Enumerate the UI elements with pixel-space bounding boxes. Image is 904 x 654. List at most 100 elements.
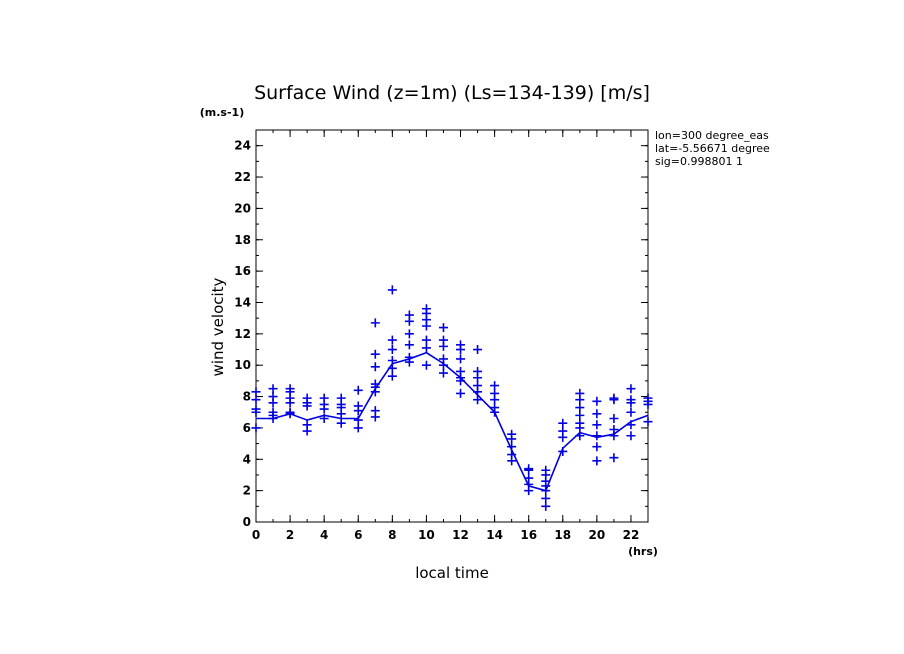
data-point <box>353 385 363 395</box>
x-tick-label: 6 <box>354 528 362 542</box>
data-point <box>268 407 278 417</box>
data-point <box>353 401 363 411</box>
y-tick-label: 0 <box>243 515 251 529</box>
data-point <box>507 442 517 452</box>
x-tick-label: 8 <box>388 528 396 542</box>
data-point <box>524 473 534 483</box>
data-point <box>302 393 312 403</box>
info-sig: sig=0.998801 1 <box>655 155 743 168</box>
data-point <box>456 366 466 376</box>
data-point <box>387 363 397 373</box>
data-point <box>541 493 551 503</box>
data-point <box>336 418 346 428</box>
data-point <box>575 431 585 441</box>
y-unit-label: (m.s-1) <box>200 106 244 119</box>
data-point <box>404 329 414 339</box>
data-point <box>456 340 466 350</box>
data-point <box>285 407 295 417</box>
chart-title: Surface Wind (z=1m) (Ls=134-139) [m/s] <box>254 82 650 104</box>
y-tick-label: 22 <box>234 170 251 184</box>
data-point <box>592 420 602 430</box>
data-point <box>575 410 585 420</box>
data-point <box>268 392 278 402</box>
data-point <box>456 388 466 398</box>
y-tick-label: 4 <box>243 452 251 466</box>
data-point <box>609 393 619 403</box>
y-tick-label: 12 <box>234 327 251 341</box>
data-point <box>268 384 278 394</box>
x-tick-label: 22 <box>623 528 640 542</box>
y-tick-label: 18 <box>234 233 251 247</box>
y-tick-label: 14 <box>234 295 251 309</box>
x-unit-label: (hrs) <box>628 545 658 558</box>
x-tick-label: 2 <box>286 528 294 542</box>
y-tick-label: 24 <box>234 139 251 153</box>
data-point <box>592 431 602 441</box>
y-tick-label: 20 <box>234 201 251 215</box>
data-point <box>626 384 636 394</box>
data-point <box>473 366 483 376</box>
data-point <box>438 368 448 378</box>
data-point <box>592 409 602 419</box>
data-point <box>421 304 431 314</box>
data-point <box>319 414 329 424</box>
data-point <box>387 285 397 295</box>
data-point <box>251 423 261 433</box>
data-point <box>541 465 551 475</box>
data-point <box>592 442 602 452</box>
data-point <box>404 310 414 320</box>
data-point <box>370 349 380 359</box>
data-point <box>353 415 363 425</box>
data-point <box>251 387 261 397</box>
x-tick-label: 14 <box>486 528 503 542</box>
data-point <box>609 453 619 463</box>
data-point <box>285 384 295 394</box>
info-lat: lat=-5.56671 degree <box>655 142 770 155</box>
x-tick-label: 4 <box>320 528 328 542</box>
data-point <box>438 354 448 364</box>
data-point <box>473 395 483 405</box>
data-point <box>421 335 431 345</box>
data-point <box>592 396 602 406</box>
data-point <box>456 354 466 364</box>
y-axis-label: wind velocity <box>209 277 227 376</box>
data-point <box>524 464 534 474</box>
data-point <box>387 355 397 365</box>
data-point <box>370 362 380 372</box>
data-point <box>319 393 329 403</box>
data-point <box>473 345 483 355</box>
data-point <box>490 403 500 413</box>
data-point <box>575 388 585 398</box>
data-point <box>575 418 585 428</box>
x-tick-label: 10 <box>418 528 435 542</box>
data-point <box>592 456 602 466</box>
data-point <box>575 403 585 413</box>
data-point <box>438 335 448 345</box>
data-point <box>643 393 653 403</box>
data-point <box>387 335 397 345</box>
data-point <box>609 414 619 424</box>
data-point <box>541 501 551 511</box>
data-point <box>302 420 312 430</box>
mean-wind-line <box>256 351 649 492</box>
info-clip-mask <box>779 128 839 173</box>
data-point <box>421 343 431 353</box>
data-point <box>558 418 568 428</box>
data-point <box>507 429 517 439</box>
x-tick-label: 0 <box>252 528 260 542</box>
data-point <box>626 395 636 405</box>
data-point <box>404 340 414 350</box>
data-point <box>507 450 517 460</box>
x-tick-label: 18 <box>554 528 571 542</box>
data-point <box>404 352 414 362</box>
y-tick-label: 8 <box>243 390 251 404</box>
y-tick-label: 16 <box>234 264 251 278</box>
data-point <box>626 407 636 417</box>
data-point <box>251 404 261 414</box>
y-tick-label: 10 <box>234 358 251 372</box>
data-point <box>387 371 397 381</box>
data-point <box>370 379 380 389</box>
x-tick-label: 12 <box>452 528 469 542</box>
